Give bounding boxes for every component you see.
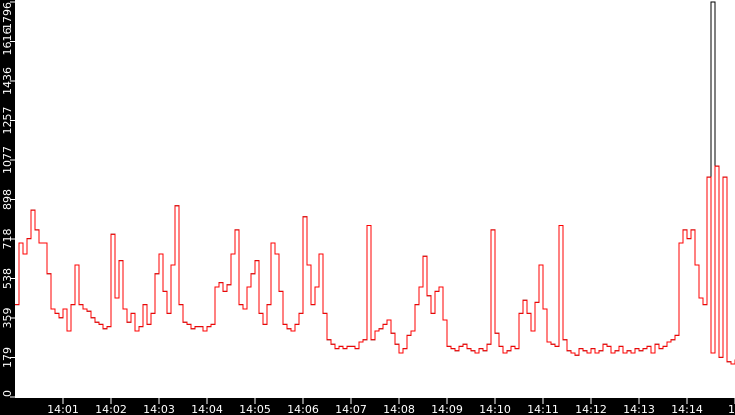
y-tick-label: 1796	[1, 2, 14, 30]
x-tick-label: 14:11	[527, 403, 559, 415]
x-tick-label: 14:14	[671, 403, 703, 415]
y-tick-label: 1077	[1, 146, 14, 174]
x-tick-label: 14:06	[287, 403, 319, 415]
y-axis-band	[0, 0, 15, 415]
series-line-0	[15, 1, 735, 365]
series-line-1	[15, 165, 735, 365]
x-tick-label: 14:01	[47, 403, 79, 415]
x-axis-band	[0, 398, 735, 415]
x-axis: 14:01 14:02 14:03 14:04 14:05 14:06 14:07 14:08…	[47, 398, 735, 415]
y-tick-label: 359	[1, 308, 14, 329]
x-tick-label: 14:12	[575, 403, 607, 415]
x-tick-label: 14:03	[143, 403, 175, 415]
x-tick-label: 14	[728, 403, 735, 415]
x-tick-label: 14:04	[191, 403, 223, 415]
x-tick-label: 14:09	[431, 403, 463, 415]
y-tick-label: 1436	[1, 67, 14, 95]
x-tick-label: 14:07	[335, 403, 367, 415]
x-tick-label: 14:02	[95, 403, 127, 415]
y-tick-label: 538	[1, 268, 14, 289]
x-tick-label: 14:13	[623, 403, 655, 415]
y-tick-label: 898	[1, 189, 14, 210]
y-tick-label: 0	[1, 390, 14, 397]
y-tick-label: 1616	[1, 28, 14, 56]
y-tick-label: 179	[1, 347, 14, 368]
y-tick-label: 1257	[1, 107, 14, 135]
series-layer	[15, 1, 735, 365]
y-tick-label: 718	[1, 229, 14, 250]
x-tick-label: 14:10	[479, 403, 511, 415]
x-tick-label: 14:08	[383, 403, 415, 415]
x-tick-label: 14:05	[239, 403, 271, 415]
